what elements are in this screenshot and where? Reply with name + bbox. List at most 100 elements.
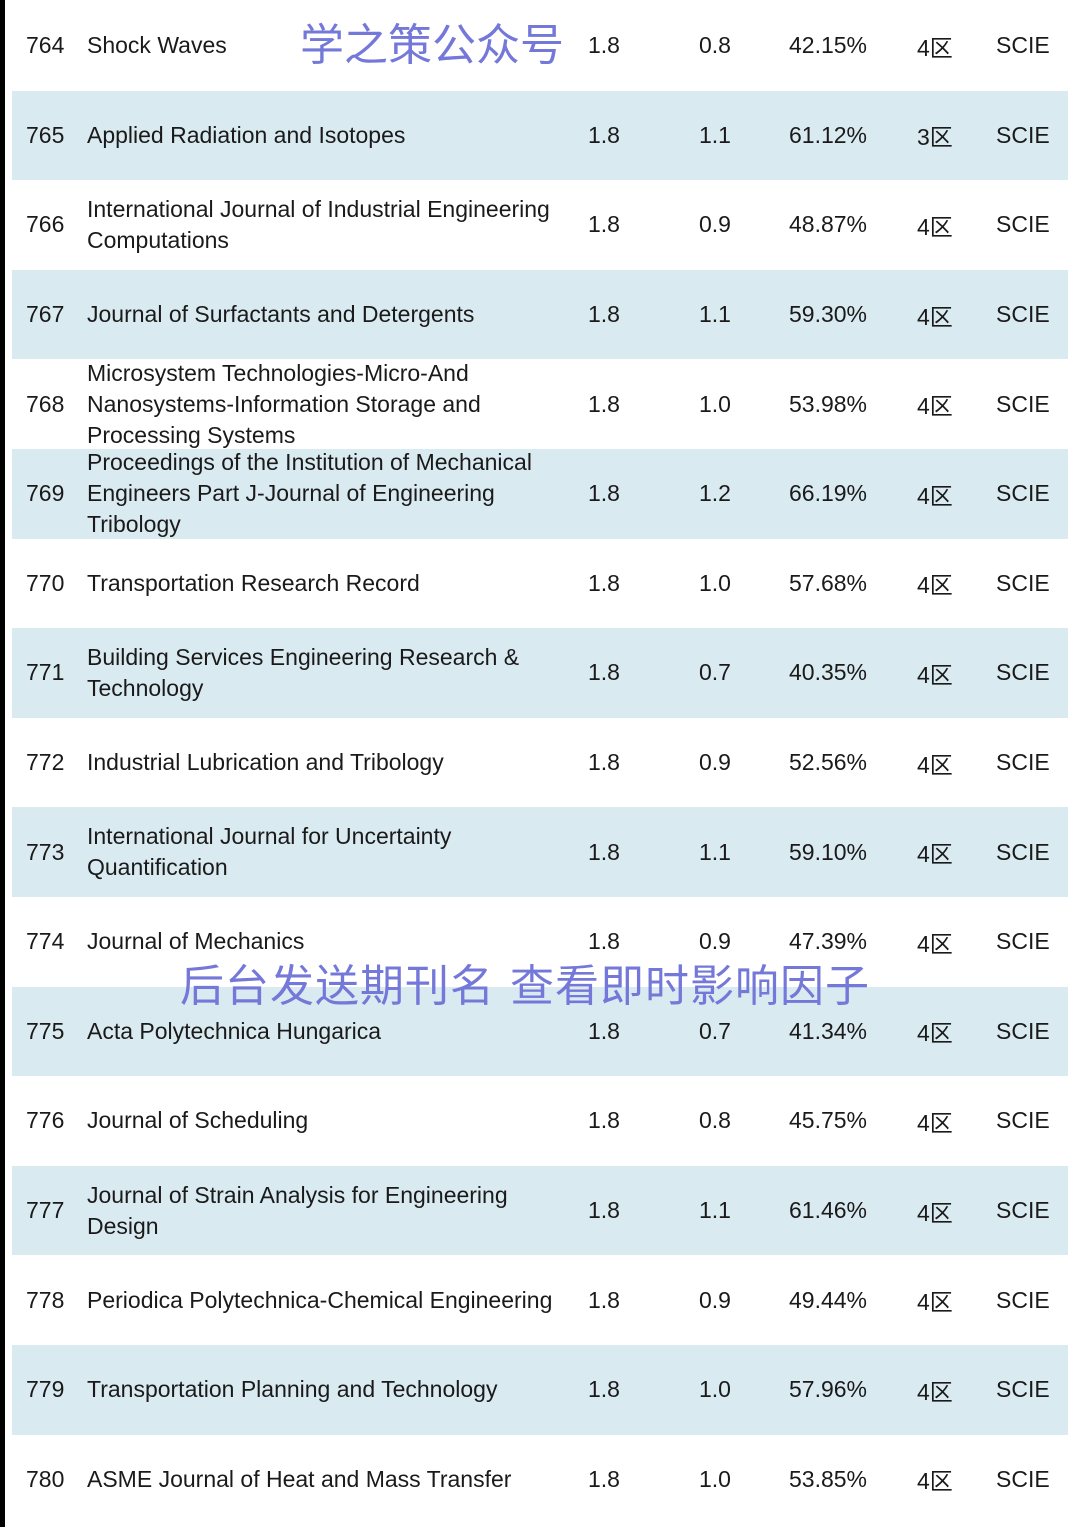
journal-name: Industrial Lubrication and Tribology [87, 749, 444, 776]
secondary-value: 1.1 [699, 1197, 731, 1224]
secondary-value: 0.9 [699, 211, 731, 238]
journal-name: Periodica Polytechnica-Chemical Engineer… [87, 1286, 553, 1313]
percentile: 40.35% [789, 659, 868, 686]
percentile: 53.98% [789, 390, 868, 417]
percentile: 41.34% [789, 1017, 868, 1044]
zone: 4区 [917, 482, 953, 509]
journal-name: ASME Journal of Heat and Mass Transfer [87, 1465, 512, 1492]
table-row: 776 Journal of Scheduling 1.8 0.8 45.75% 4区 SC… [12, 1076, 1068, 1166]
table-row: 778 Periodica Polytechnica-Chemical Engin… [12, 1255, 1068, 1345]
percentile: 53.85% [789, 1465, 868, 1492]
journal-name: International Journal for Uncertainty Qu… [87, 823, 452, 881]
database: SCIE [996, 32, 1050, 59]
left-border [0, 0, 5, 1527]
row-number: 775 [26, 1017, 65, 1044]
row-number: 778 [26, 1286, 65, 1313]
percentile: 59.10% [789, 838, 868, 865]
table-row: 772 Industrial Lubrication and Tribology 1… [12, 718, 1068, 808]
impact-factor: 1.8 [588, 1376, 620, 1403]
row-number: 774 [26, 928, 65, 955]
secondary-value: 1.0 [699, 390, 731, 417]
table-row: 773 International Journal for Uncertainty… [12, 807, 1068, 897]
impact-factor: 1.8 [588, 480, 620, 507]
row-number: 767 [26, 301, 65, 328]
percentile: 57.96% [789, 1376, 868, 1403]
zone: 4区 [917, 572, 953, 599]
journal-name: Acta Polytechnica Hungarica [87, 1017, 382, 1044]
row-number: 776 [26, 1107, 65, 1134]
zone: 4区 [917, 213, 953, 240]
journal-name: Shock Waves [87, 32, 227, 59]
secondary-value: 0.9 [699, 928, 731, 955]
table-row: 765 Applied Radiation and Isotopes 1.8 1.1 6… [12, 90, 1068, 181]
journal-name: International Journal of Industrial Engi… [87, 195, 550, 253]
impact-factor: 1.8 [588, 749, 620, 776]
journal-table: 764 Shock Waves 1.8 0.8 42.15% 4区 SCIE 765 Appli… [12, 1, 1068, 1524]
secondary-value: 0.9 [699, 749, 731, 776]
table-row: 779 Transportation Planning and Technolog… [12, 1344, 1068, 1435]
impact-factor: 1.8 [588, 569, 620, 596]
table-row: 764 Shock Waves 1.8 0.8 42.15% 4区 SCIE [12, 1, 1068, 91]
zone: 4区 [917, 1378, 953, 1405]
table-row: 775 Acta Polytechnica Hungarica 1.8 0.7 41.3… [12, 986, 1068, 1077]
row-number: 773 [26, 838, 65, 865]
zone: 4区 [917, 1468, 953, 1495]
percentile: 59.30% [789, 301, 868, 328]
percentile: 61.12% [789, 121, 868, 148]
zone: 4区 [917, 751, 953, 778]
zone: 4区 [917, 303, 953, 330]
zone: 4区 [917, 34, 953, 61]
zone: 4区 [917, 1199, 953, 1226]
impact-factor: 1.8 [588, 1017, 620, 1044]
percentile: 49.44% [789, 1286, 868, 1313]
table-row: 770 Transportation Research Record 1.8 1.0 5… [12, 539, 1068, 629]
table-row: 769 Proceedings of the Institution of Mec… [12, 448, 1068, 539]
journal-name: Microsystem Technologies-Micro-And Nanos… [87, 359, 481, 448]
row-number: 777 [26, 1197, 65, 1224]
zone: 4区 [917, 1020, 953, 1047]
percentile: 48.87% [789, 211, 868, 238]
row-number: 768 [26, 390, 65, 417]
percentile: 45.75% [789, 1107, 868, 1134]
database: SCIE [996, 211, 1050, 238]
secondary-value: 1.0 [699, 1465, 731, 1492]
secondary-value: 1.1 [699, 838, 731, 865]
impact-factor: 1.8 [588, 1107, 620, 1134]
row-number: 769 [26, 480, 65, 507]
zone: 4区 [917, 393, 953, 420]
table-row: 771 Building Services Engineering Researc… [12, 628, 1068, 718]
database: SCIE [996, 390, 1050, 417]
database: SCIE [996, 480, 1050, 507]
percentile: 61.46% [789, 1197, 868, 1224]
journal-name: Journal of Scheduling [87, 1107, 309, 1134]
impact-factor: 1.8 [588, 121, 620, 148]
journal-name: Proceedings of the Institution of Mechan… [87, 449, 532, 538]
database: SCIE [996, 121, 1050, 148]
table-row: 774 Journal of Mechanics 1.8 0.9 47.39% 4区 SCI… [12, 897, 1068, 987]
impact-factor: 1.8 [588, 1197, 620, 1224]
zone: 4区 [917, 1109, 953, 1136]
secondary-value: 0.7 [699, 659, 731, 686]
zone: 4区 [917, 1289, 953, 1316]
percentile: 57.68% [789, 569, 868, 596]
secondary-value: 1.1 [699, 301, 731, 328]
journal-name: Transportation Research Record [87, 569, 420, 596]
impact-factor: 1.8 [588, 211, 620, 238]
percentile: 52.56% [789, 749, 868, 776]
percentile: 66.19% [789, 480, 868, 507]
row-number: 772 [26, 749, 65, 776]
row-number: 771 [26, 659, 65, 686]
journal-name: Transportation Planning and Technology [87, 1376, 498, 1403]
secondary-value: 1.0 [699, 1376, 731, 1403]
zone: 3区 [917, 124, 953, 151]
secondary-value: 1.1 [699, 121, 731, 148]
journal-name: Journal of Mechanics [87, 928, 305, 955]
database: SCIE [996, 301, 1050, 328]
database: SCIE [996, 1197, 1050, 1224]
watermark-top: 学之策公众号 [300, 20, 564, 71]
database: SCIE [996, 838, 1050, 865]
secondary-value: 0.7 [699, 1017, 731, 1044]
row-number: 765 [26, 121, 65, 148]
secondary-value: 0.9 [699, 1286, 731, 1313]
database: SCIE [996, 1017, 1050, 1044]
